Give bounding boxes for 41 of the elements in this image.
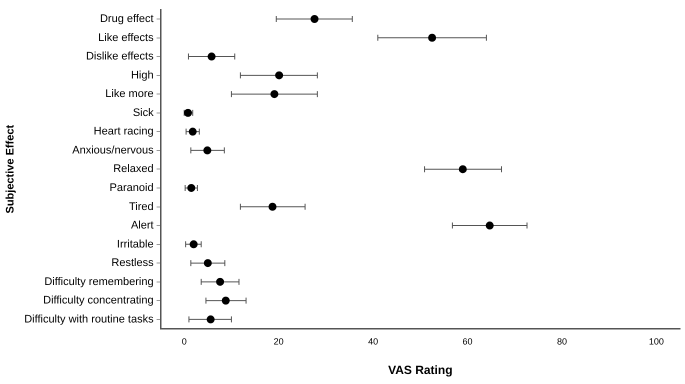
y-tick-label: Sick xyxy=(132,106,154,119)
y-tick-label: Anxious/nervous xyxy=(72,144,154,156)
y-tick-label: Like effects xyxy=(98,32,154,44)
point xyxy=(275,71,284,80)
point xyxy=(206,315,215,324)
y-tick-label: Difficulty with routine tasks xyxy=(24,313,154,326)
y-tick-label: Restless xyxy=(111,257,154,270)
point xyxy=(486,222,494,230)
point xyxy=(268,202,277,211)
point xyxy=(203,146,212,154)
point xyxy=(204,259,212,268)
y-tick-label: Tired xyxy=(128,200,154,213)
x-tick-label: 100 xyxy=(648,336,664,347)
x-tick-label: 20 xyxy=(274,336,284,347)
y-tick-label: Irritable xyxy=(116,238,154,250)
y-tick-label: Relaxed xyxy=(113,163,154,176)
x-tick-label: 60 xyxy=(462,336,473,347)
y-tick-label: Dislike effects xyxy=(86,50,154,63)
y-tick-label: Alert xyxy=(130,220,154,232)
x-tick-label: 40 xyxy=(368,336,378,347)
x-tick-label: 0 xyxy=(182,336,187,347)
point xyxy=(216,278,224,286)
y-tick-label: Paranoid xyxy=(110,182,154,194)
point xyxy=(208,52,216,61)
y-tick-label: Like more xyxy=(105,88,154,100)
point xyxy=(190,240,198,248)
point xyxy=(222,296,230,305)
y-tick-label: Difficulty concentrating xyxy=(43,294,154,307)
x-axis-title: VAS Rating xyxy=(388,363,453,378)
point xyxy=(188,128,197,136)
point xyxy=(310,14,319,23)
y-axis-title: Subjective Effect xyxy=(4,124,17,214)
point xyxy=(187,184,196,192)
y-tick-label: High xyxy=(130,69,154,82)
point xyxy=(270,90,278,98)
y-tick-label: Heart racing xyxy=(94,126,154,138)
point xyxy=(428,34,436,42)
y-tick-label: Difficulty remembering xyxy=(44,276,154,288)
x-tick-label: 80 xyxy=(556,336,567,347)
y-tick-label: Drug effect xyxy=(100,13,154,26)
point xyxy=(458,165,467,174)
